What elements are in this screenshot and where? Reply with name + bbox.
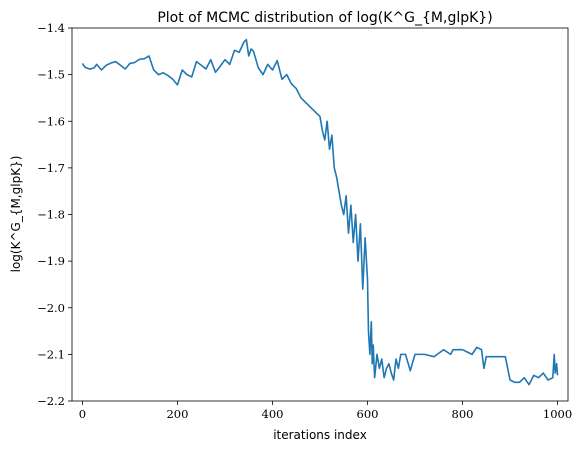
y-tick-label: −2.2 [37, 394, 65, 408]
x-tick-label: 0 [79, 407, 86, 421]
y-tick-label: −2.0 [37, 301, 65, 315]
y-tick-label: −1.4 [37, 21, 65, 35]
y-tick-label: −1.9 [37, 254, 65, 268]
x-axis-label: iterations index [273, 428, 367, 442]
x-tick-label: 800 [452, 407, 474, 421]
x-tick-label: 1000 [543, 407, 572, 421]
x-tick-label: 400 [262, 407, 284, 421]
y-tick-label: −1.5 [37, 68, 65, 82]
y-tick-label: −1.7 [37, 161, 65, 175]
chart-title: Plot of MCMC distribution of log(K^G_{M,… [157, 10, 492, 26]
plot-frame [71, 27, 569, 402]
y-axis: −1.4 −1.5 −1.6 −1.7 −1.8 −1.9 −2.0 −2.1 −2.2 [37, 21, 72, 408]
y-axis-label: log(K^G_{M,glpK}) [9, 156, 23, 273]
x-tick-label: 200 [166, 407, 188, 421]
y-tick-label: −2.1 [37, 347, 65, 361]
series-line [81, 38, 559, 386]
x-axis: 0 200 400 600 800 1000 [79, 401, 572, 421]
y-tick-label: −1.8 [37, 208, 65, 222]
x-tick-label: 600 [357, 407, 379, 421]
y-tick-label: −1.6 [37, 114, 65, 128]
